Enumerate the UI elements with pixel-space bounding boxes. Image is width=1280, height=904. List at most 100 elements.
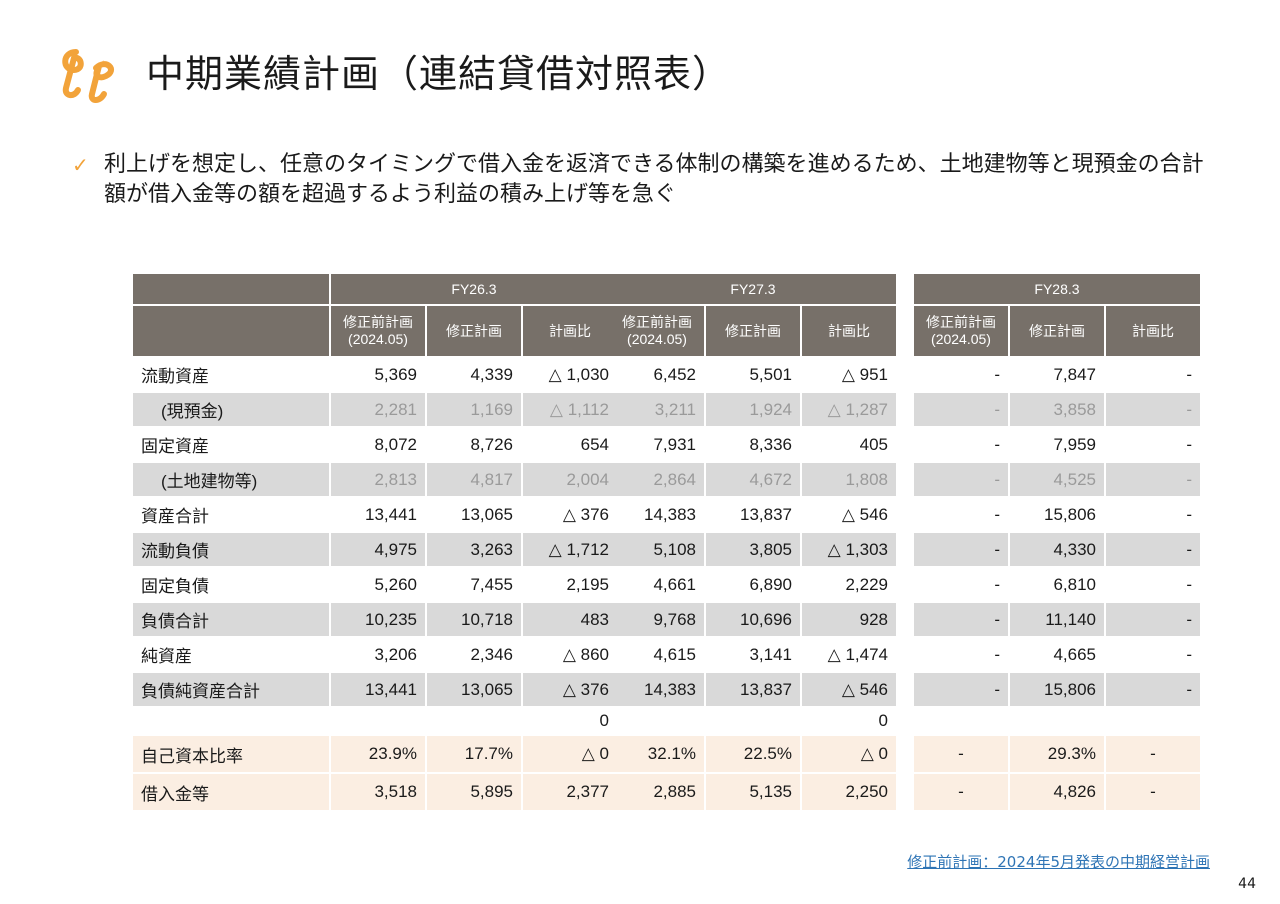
value-cell: 10,235 [331, 603, 425, 636]
value-cell: 2,377 [523, 774, 617, 810]
table-row: 流動負債 4,975 3,263 △ 1,712 [133, 533, 617, 566]
table-row: 負債純資産合計 13,441 13,065 △ 376 [133, 673, 617, 706]
value-cell: 2,195 [523, 568, 617, 601]
value-cell: 5,108 [610, 533, 704, 566]
value-cell [1106, 708, 1200, 734]
pre-plan-date: (2024.05) [348, 331, 408, 347]
table-row: (土地建物等) 2,813 4,817 2,004 [133, 463, 617, 496]
year-header: FY26.3 [331, 274, 617, 304]
table-row: -4,665- [914, 638, 1200, 671]
value-cell: - [914, 568, 1008, 601]
table-row: -3,858- [914, 393, 1200, 426]
table-row: -7,959- [914, 428, 1200, 461]
value-cell: 2,885 [610, 774, 704, 810]
value-cell: 3,206 [331, 638, 425, 671]
value-cell: 6,890 [706, 568, 800, 601]
footnote-link[interactable]: 修正前計画：2024年5月発表の中期経営計画 [907, 853, 1210, 871]
revised-plan-header: 修正計画 [427, 306, 521, 356]
bs-table-fy27: FY27.3 修正前計画 (2024.05) 修正計画 計画比 6,452 5,501 △ 9… [608, 272, 898, 812]
value-cell: - [1106, 638, 1200, 671]
value-cell: - [914, 393, 1008, 426]
value-cell: 23.9% [331, 736, 425, 772]
value-cell: - [914, 463, 1008, 496]
pre-plan-label: 修正前計画 [622, 314, 692, 330]
value-cell: 0 [523, 708, 617, 734]
header-row-columns: 修正前計画 (2024.05) 修正計画 計画比 [914, 306, 1200, 356]
row-label: 負債純資産合計 [133, 673, 329, 706]
table-row: -11,140- [914, 603, 1200, 636]
table-row: 4,661 6,890 2,229 [610, 568, 896, 601]
value-cell: 3,858 [1010, 393, 1104, 426]
value-cell: 4,339 [427, 358, 521, 391]
value-cell [610, 708, 704, 734]
value-cell: 7,931 [610, 428, 704, 461]
table-row: 自己資本比率 23.9% 17.7% △ 0 [133, 736, 617, 772]
value-cell: △ 376 [523, 673, 617, 706]
table-row: 2,885 5,135 2,250 [610, 774, 896, 810]
table-row: 借入金等 3,518 5,895 2,377 [133, 774, 617, 810]
value-cell: 654 [523, 428, 617, 461]
table-row: 固定資産 8,072 8,726 654 [133, 428, 617, 461]
value-cell: △ 546 [802, 673, 896, 706]
value-cell: 1,808 [802, 463, 896, 496]
revised-plan-header: 修正計画 [706, 306, 800, 356]
row-label: 純資産 [133, 638, 329, 671]
value-cell: 4,665 [1010, 638, 1104, 671]
row-label: 自己資本比率 [133, 736, 329, 772]
table-row: 14,383 13,837 △ 546 [610, 673, 896, 706]
table-row: 0 [133, 708, 617, 734]
value-cell: △ 376 [523, 498, 617, 531]
year-header: FY28.3 [914, 274, 1200, 304]
value-cell: - [914, 638, 1008, 671]
row-label: 流動資産 [133, 358, 329, 391]
value-cell: 13,441 [331, 498, 425, 531]
row-label: 資産合計 [133, 498, 329, 531]
year-header: FY27.3 [610, 274, 896, 304]
table-row: 2,864 4,672 1,808 [610, 463, 896, 496]
value-cell: △ 1,712 [523, 533, 617, 566]
table-row: (現預金) 2,281 1,169 △ 1,112 [133, 393, 617, 426]
table-row [914, 708, 1200, 734]
value-cell: △ 1,287 [802, 393, 896, 426]
table-row: -4,826- [914, 774, 1200, 810]
header-row-year: FY27.3 [610, 274, 896, 304]
value-cell: - [1106, 533, 1200, 566]
value-cell: 3,805 [706, 533, 800, 566]
table-row: -6,810- [914, 568, 1200, 601]
plan-ratio-header: 計画比 [802, 306, 896, 356]
value-cell: - [914, 533, 1008, 566]
pre-plan-header: 修正前計画 (2024.05) [610, 306, 704, 356]
bs-table-fy28: FY28.3 修正前計画 (2024.05) 修正計画 計画比 -7,847- -3,858… [912, 272, 1202, 812]
value-cell: 2,346 [427, 638, 521, 671]
value-cell: △ 0 [802, 736, 896, 772]
value-cell: 14,383 [610, 498, 704, 531]
pre-plan-date: (2024.05) [931, 331, 991, 347]
value-cell: 2,004 [523, 463, 617, 496]
value-cell: 15,806 [1010, 673, 1104, 706]
value-cell: 2,229 [802, 568, 896, 601]
pre-plan-label: 修正前計画 [926, 314, 996, 330]
value-cell: 4,525 [1010, 463, 1104, 496]
value-cell: 5,369 [331, 358, 425, 391]
table-row: -7,847- [914, 358, 1200, 391]
value-cell: 7,455 [427, 568, 521, 601]
value-cell: - [1106, 428, 1200, 461]
pre-plan-header: 修正前計画 (2024.05) [914, 306, 1008, 356]
value-cell: 928 [802, 603, 896, 636]
value-cell: △ 1,112 [523, 393, 617, 426]
value-cell: 6,452 [610, 358, 704, 391]
row-label: 流動負債 [133, 533, 329, 566]
header-row-columns: 修正前計画 (2024.05) 修正計画 計画比 [133, 306, 617, 356]
table-row: -29.3% - [914, 736, 1200, 772]
value-cell: △ 1,303 [802, 533, 896, 566]
value-cell: - [1106, 774, 1200, 810]
table-row: 純資産 3,206 2,346 △ 860 [133, 638, 617, 671]
value-cell: - [1106, 463, 1200, 496]
value-cell: 11,140 [1010, 603, 1104, 636]
table-row: -15,806- [914, 673, 1200, 706]
header-row-year: FY28.3 [914, 274, 1200, 304]
table-row: 0 [610, 708, 896, 734]
page-title: 中期業績計画（連結貸借対照表） [146, 52, 732, 96]
value-cell: 5,260 [331, 568, 425, 601]
value-cell: 3,141 [706, 638, 800, 671]
